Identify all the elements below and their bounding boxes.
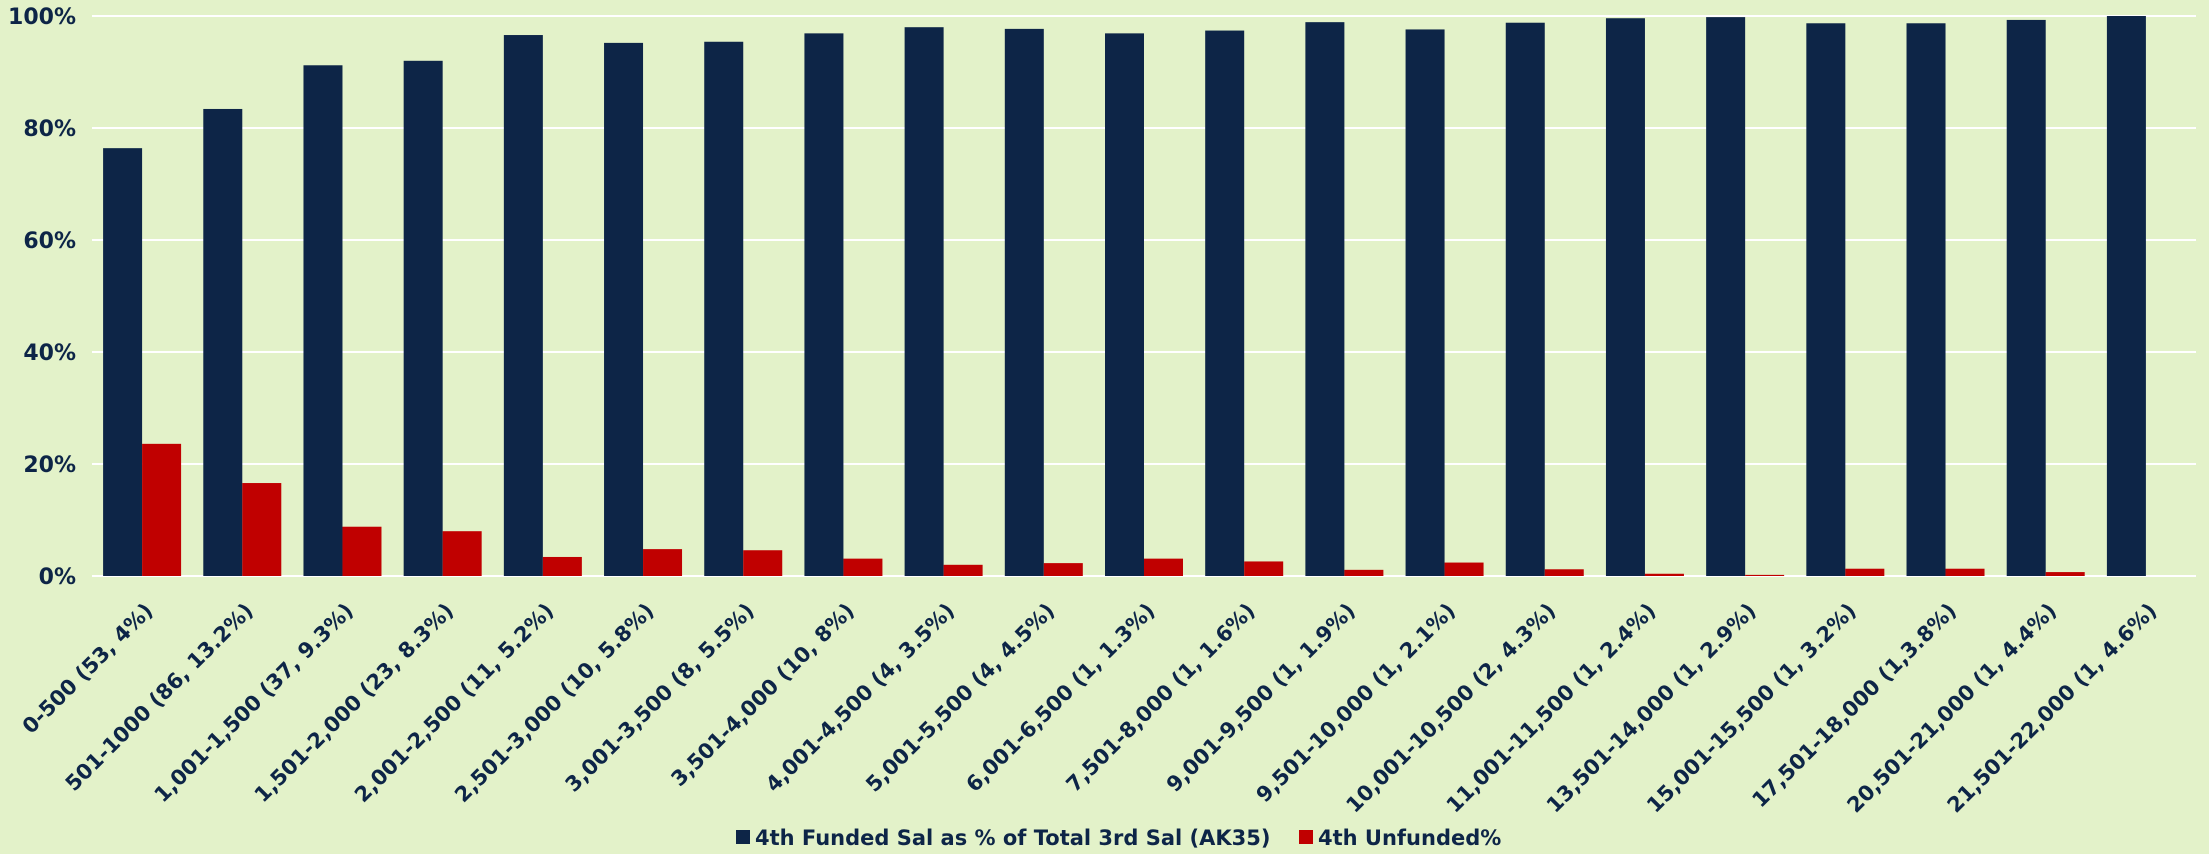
x-category-label: 1,001-1,500 (37, 9.3%)	[150, 599, 358, 807]
y-axis-tick-labels: 0% 20% 40% 60% 80% 100%	[8, 5, 76, 590]
x-category-label: 2,501-3,000 (10, 5.8%)	[450, 599, 658, 807]
x-category-label: 4,001-4,500 (4, 3.5%)	[761, 599, 959, 797]
bar-series	[103, 16, 2146, 577]
unfunded-bar	[1043, 563, 1083, 576]
unfunded-bar	[1444, 562, 1484, 576]
legend-swatch	[736, 830, 750, 844]
funded-bar	[804, 33, 844, 577]
x-category-label: 6,001-6,500 (1, 1.3%)	[961, 599, 1159, 797]
x-category-label: 1,501-2,000 (23, 8.3%)	[250, 599, 458, 807]
unfunded-bar	[442, 531, 482, 576]
unfunded-bar	[2045, 572, 2085, 576]
funded-bar	[604, 42, 644, 576]
funded-bar	[1004, 28, 1044, 576]
funded-bar	[2106, 16, 2146, 576]
funded-bar	[403, 60, 443, 577]
unfunded-bar	[943, 564, 983, 576]
unfunded-bar	[1745, 574, 1785, 576]
x-category-label: 3,501-4,000 (10, 8%)	[666, 599, 859, 792]
funded-bar	[904, 27, 944, 576]
funded-bar	[503, 35, 543, 577]
x-category-label: 3,001-3,500 (8, 5.5%)	[561, 599, 759, 797]
funded-bar	[1605, 18, 1645, 577]
unfunded-bar	[1845, 568, 1885, 576]
legend-swatch	[1299, 830, 1313, 844]
unfunded-bar	[142, 443, 182, 576]
x-category-label: 10,001-10,500 (2, 4.3%)	[1341, 599, 1560, 818]
y-tick-label: 80%	[23, 117, 76, 142]
funded-bar	[1205, 30, 1245, 577]
unfunded-bar	[1244, 561, 1284, 576]
x-category-label: 13,501-14,000 (1, 2.9%)	[1542, 599, 1761, 818]
funded-bar	[704, 41, 744, 576]
funded-bar	[1806, 23, 1846, 576]
legend-label: 4th Unfunded%	[1318, 826, 1501, 850]
x-category-label: 11,001-11,500 (1, 2.4%)	[1442, 599, 1661, 818]
unfunded-bar	[342, 526, 382, 576]
funded-bar	[103, 148, 143, 576]
unfunded-bar	[1144, 558, 1183, 576]
x-axis-category-labels: 0-500 (53, 4%)501-1000 (86, 13.2%)1,001-…	[18, 599, 2162, 818]
x-category-label: 21,501-22,000 (1, 4.6%)	[1943, 599, 2162, 818]
y-tick-label: 20%	[23, 453, 76, 478]
unfunded-bar	[1644, 573, 1684, 576]
funded-bar	[1706, 17, 1746, 577]
unfunded-bar	[1344, 569, 1384, 576]
funded-bar	[303, 65, 343, 576]
x-category-label: 501-1000 (86, 13.2%)	[61, 599, 258, 796]
y-tick-label: 40%	[23, 341, 76, 366]
funded-bar	[203, 108, 243, 577]
x-category-label: 15,001-15,500 (1, 3.2%)	[1642, 599, 1861, 818]
legend: 4th Funded Sal as % of Total 3rd Sal (AK…	[736, 826, 1501, 850]
x-category-label: 2,001-2,500 (11, 5.2%)	[350, 599, 558, 807]
x-category-label: 7,501-8,000 (1, 1.6%)	[1062, 599, 1260, 797]
y-tick-label: 60%	[23, 229, 76, 254]
legend-label: 4th Funded Sal as % of Total 3rd Sal (AK…	[755, 826, 1270, 850]
y-tick-label: 0%	[39, 565, 76, 590]
unfunded-bar	[843, 558, 883, 576]
unfunded-bar	[743, 550, 783, 576]
funded-bar	[2006, 19, 2046, 577]
x-category-label: 9,001-9,500 (1, 1.9%)	[1162, 599, 1360, 797]
y-tick-label: 100%	[8, 5, 76, 30]
funded-bar	[1906, 23, 1946, 576]
unfunded-bar	[242, 483, 282, 576]
x-category-label: 17,501-18,000 (1,3.8%)	[1747, 599, 1961, 813]
unfunded-bar	[542, 556, 582, 576]
funded-bar	[1405, 29, 1445, 576]
unfunded-bar	[1544, 569, 1584, 576]
funded-bar	[1505, 22, 1545, 577]
unfunded-bar	[1945, 568, 1985, 576]
x-category-label: 20,501-21,000 (1, 4.4%)	[1842, 599, 2061, 818]
unfunded-bar	[643, 549, 683, 576]
funded-bar	[1305, 22, 1345, 577]
funded-bar	[1105, 33, 1144, 577]
x-category-label: 9,501-10,000 (1, 2.1%)	[1252, 599, 1460, 807]
x-category-label: 5,001-5,500 (4, 4.5%)	[861, 599, 1059, 797]
